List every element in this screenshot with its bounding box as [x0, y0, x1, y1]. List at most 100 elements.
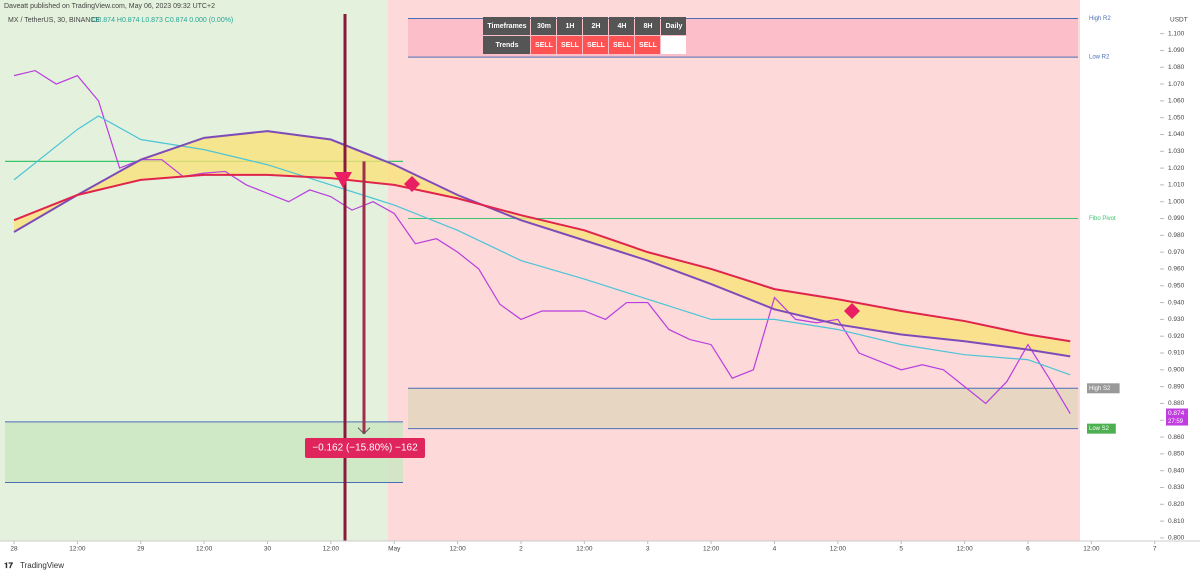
table-value: SELL	[639, 42, 658, 49]
level-label: High S2	[1089, 386, 1111, 392]
ohlc: O0.874 H0.874 L0.873 C0.874 0.000 (0.00%…	[92, 17, 233, 24]
y-tick-label: 0.950	[1168, 282, 1185, 289]
y-tick-label: 1.040	[1168, 131, 1185, 138]
ma-line	[13, 173, 1071, 343]
y-tick-label: 0.800	[1168, 535, 1185, 542]
level-tag	[1087, 13, 1120, 24]
table-header: Timeframes	[487, 23, 526, 30]
measure-label: −0.162 (−15.80%) −162	[312, 443, 418, 454]
y-tick-label: 0.940	[1168, 299, 1185, 306]
y-tick-label: 1.100	[1168, 30, 1185, 37]
x-tick-label: 12:00	[196, 546, 213, 553]
table-cell	[531, 36, 556, 54]
x-tick-label: 2	[519, 546, 523, 553]
table-cell	[557, 17, 582, 35]
grid: 1.100 1.090 1.080 1.070 1.060 1.050 1.040 1.030…	[10, 17, 1187, 553]
y-tick-label: 1.020	[1168, 165, 1185, 172]
sell-triangle	[334, 172, 352, 188]
table-header: 8H	[644, 23, 653, 30]
publisher: Daveatt published on TradingView.com, Ma…	[4, 3, 215, 10]
y-tick-label: 1.080	[1168, 64, 1185, 71]
countdown: 27:59	[1168, 419, 1184, 425]
x-tick-label: 7	[1153, 546, 1157, 553]
y-tick-label: 0.830	[1168, 484, 1185, 491]
table-cell	[483, 36, 530, 54]
table-cell	[609, 36, 634, 54]
x-tick-label: 29	[137, 546, 145, 553]
y-tick-label: 0.920	[1168, 333, 1185, 340]
table-cell	[531, 17, 556, 35]
s2-band	[408, 388, 1078, 429]
y-tick-label: 0.910	[1168, 350, 1185, 357]
last-price: 0.874	[1168, 410, 1185, 417]
y-tick-label: 0.840	[1168, 467, 1185, 474]
table-cell	[661, 36, 686, 54]
x-tick-label: May	[388, 546, 401, 553]
level-tag	[1087, 52, 1116, 63]
level-label: Low S2	[1089, 426, 1110, 432]
diamond	[404, 176, 420, 192]
table-header: 1H	[566, 23, 575, 30]
symbol: MX / TetherUS, 30, BINANCE	[8, 17, 100, 24]
x-tick-label: 12:00	[703, 546, 720, 553]
ma-line	[13, 115, 1071, 376]
level-label: Fibo Pivot	[1089, 216, 1116, 222]
price-tag	[1166, 408, 1188, 426]
y-tick-label: 0.980	[1168, 232, 1185, 239]
logo: 𝟏𝟕	[4, 561, 13, 570]
y-tick-label: 1.000	[1168, 198, 1185, 205]
y-tick-label: 1.050	[1168, 114, 1185, 121]
x-tick-label: 12:00	[830, 546, 847, 553]
trend-table: Timeframes Trends 30m SELL 1H SELL 2H SELL 4H SEL…	[483, 17, 686, 54]
table-header: Daily	[666, 23, 683, 30]
level-label: High R2	[1089, 16, 1111, 22]
level-tag	[1087, 423, 1116, 434]
table-cell	[609, 17, 634, 35]
x-tick-label: 12:00	[1083, 546, 1100, 553]
table-cell	[661, 17, 686, 35]
x-tick-label: 12:00	[956, 546, 973, 553]
x-tick-label: 6	[1026, 546, 1030, 553]
table-value: SELL	[535, 42, 554, 49]
table-header: 2H	[592, 23, 601, 30]
y-tick-label: 0.820	[1168, 501, 1185, 508]
table-cell	[635, 36, 660, 54]
table-cell	[583, 17, 608, 35]
x-tick-label: 12:00	[449, 546, 466, 553]
x-tick-label: 3	[646, 546, 650, 553]
table-value: SELL	[587, 42, 606, 49]
x-tick-label: 12:00	[69, 546, 86, 553]
measure-box	[305, 438, 425, 458]
x-tick-label: 5	[899, 546, 903, 553]
ma-cloud	[13, 131, 1071, 357]
y-tick-label: 1.030	[1168, 148, 1185, 155]
x-tick-label: 28	[10, 546, 18, 553]
y-tick-label: 1.070	[1168, 81, 1185, 88]
table-header: 30m	[537, 23, 551, 30]
table-cell	[583, 36, 608, 54]
table-header: 4H	[618, 23, 627, 30]
arrow-head	[357, 427, 371, 435]
y-tick-label: 0.970	[1168, 249, 1185, 256]
level-tag	[1087, 383, 1120, 394]
table-cell	[557, 36, 582, 54]
y-tick-label: 0.890	[1168, 383, 1185, 390]
y-tick-label: 1.010	[1168, 182, 1185, 189]
table-value: SELL	[561, 42, 580, 49]
ma-line	[13, 130, 1071, 358]
x-tick-label: 12:00	[576, 546, 593, 553]
y-tick-label: 0.880	[1168, 400, 1185, 407]
footer: TradingView	[20, 561, 64, 570]
y-unit: USDT	[1170, 17, 1188, 24]
y-tick-label: 0.990	[1168, 215, 1185, 222]
level-label: Low R2	[1089, 55, 1110, 61]
y-tick-label: 1.060	[1168, 98, 1185, 105]
table-value: Trends	[496, 42, 519, 49]
table-value: SELL	[613, 42, 632, 49]
y-tick-label: 0.850	[1168, 451, 1185, 458]
y-tick-label: 0.860	[1168, 434, 1185, 441]
bear-zone	[388, 0, 1080, 541]
table-cell	[483, 17, 530, 35]
y-tick-label: 1.090	[1168, 47, 1185, 54]
